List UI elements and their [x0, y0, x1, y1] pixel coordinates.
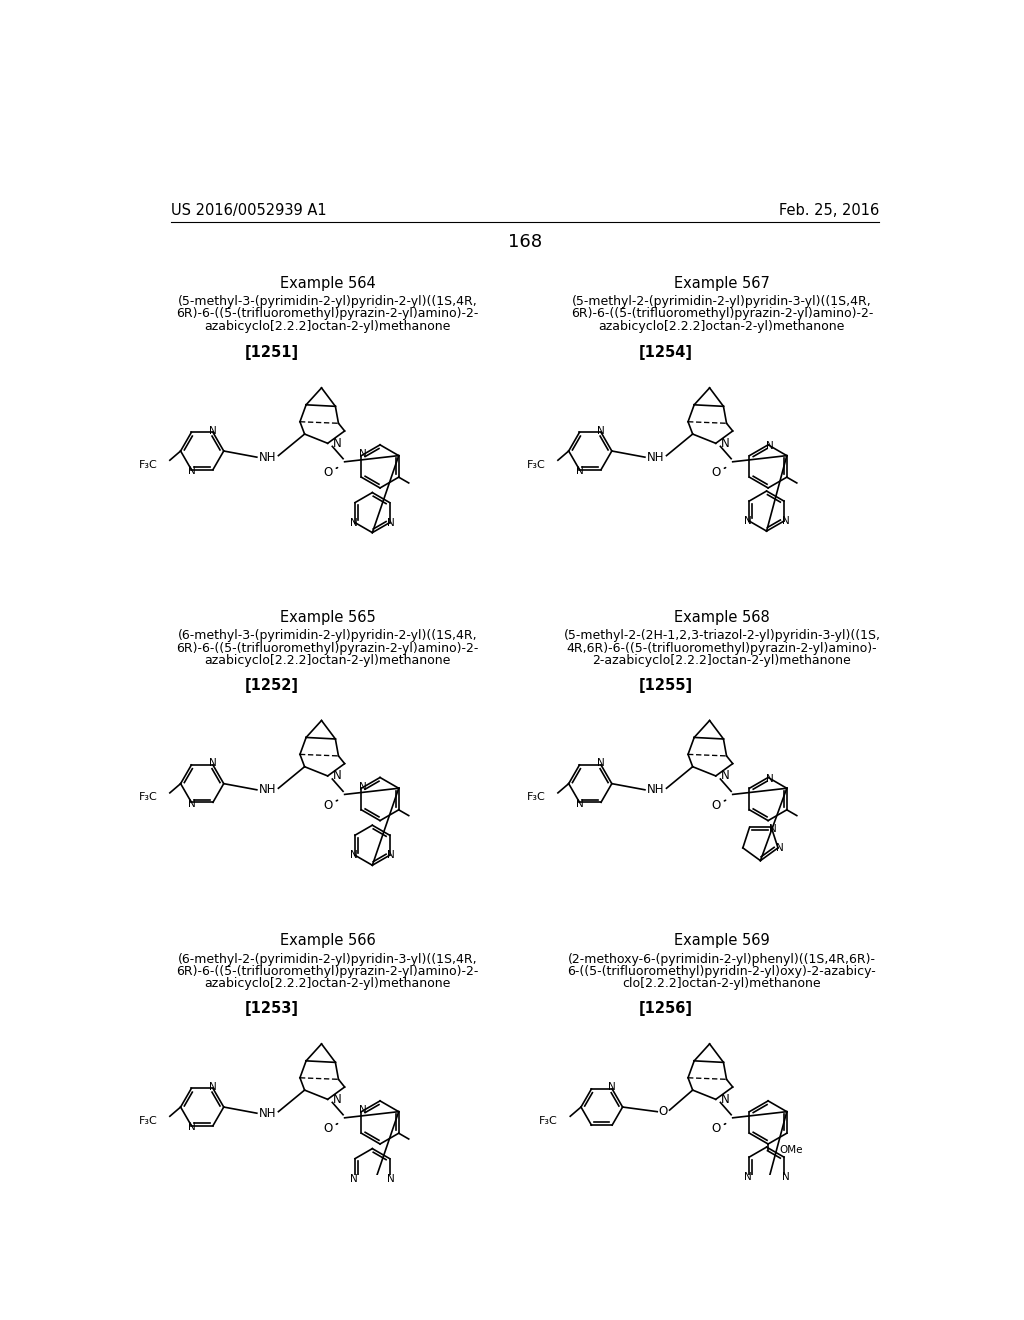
Text: O: O — [323, 799, 333, 812]
Text: N: N — [187, 466, 196, 477]
Text: [1256]: [1256] — [639, 1001, 693, 1016]
Text: NH: NH — [259, 450, 276, 463]
Text: N: N — [597, 426, 605, 436]
Text: Example 567: Example 567 — [674, 276, 770, 290]
Text: (6-methyl-2-(pyrimidin-2-yl)pyridin-3-yl)((1S,4R,: (6-methyl-2-(pyrimidin-2-yl)pyridin-3-yl… — [178, 953, 477, 966]
Text: azabicyclo[2.2.2]octan-2-yl)methanone: azabicyclo[2.2.2]octan-2-yl)methanone — [205, 319, 451, 333]
Text: O: O — [323, 466, 333, 479]
Text: Example 569: Example 569 — [674, 933, 770, 948]
Text: 6R)-6-((5-(trifluoromethyl)pyrazin-2-yl)amino)-2-: 6R)-6-((5-(trifluoromethyl)pyrazin-2-yl)… — [570, 308, 873, 321]
Text: N: N — [766, 774, 773, 784]
Text: US 2016/0052939 A1: US 2016/0052939 A1 — [171, 203, 327, 218]
Text: O: O — [323, 1122, 333, 1135]
Text: 6-((5-(trifluoromethyl)pyridin-2-yl)oxy)-2-azabicy-: 6-((5-(trifluoromethyl)pyridin-2-yl)oxy)… — [567, 965, 877, 978]
Text: F₃C: F₃C — [139, 459, 158, 470]
Text: N: N — [209, 759, 217, 768]
Text: N: N — [187, 1122, 196, 1133]
Text: N: N — [743, 516, 752, 527]
Text: [1253]: [1253] — [245, 1001, 299, 1016]
Text: NH: NH — [259, 783, 276, 796]
Text: N: N — [766, 441, 773, 451]
Text: N: N — [349, 850, 357, 861]
Text: (6-methyl-3-(pyrimidin-2-yl)pyridin-2-yl)((1S,4R,: (6-methyl-3-(pyrimidin-2-yl)pyridin-2-yl… — [178, 630, 477, 643]
Text: (5-methyl-2-(pyrimidin-2-yl)pyridin-3-yl)((1S,4R,: (5-methyl-2-(pyrimidin-2-yl)pyridin-3-yl… — [572, 296, 871, 308]
Text: N: N — [209, 1082, 217, 1092]
Text: N: N — [333, 770, 341, 783]
Text: azabicyclo[2.2.2]octan-2-yl)methanone: azabicyclo[2.2.2]octan-2-yl)methanone — [205, 977, 451, 990]
Text: N: N — [349, 517, 357, 528]
Text: (5-methyl-2-(2H-1,2,3-triazol-2-yl)pyridin-3-yl)((1S,: (5-methyl-2-(2H-1,2,3-triazol-2-yl)pyrid… — [563, 630, 881, 643]
Text: F₃C: F₃C — [540, 1115, 558, 1126]
Text: N: N — [387, 850, 395, 861]
Text: F₃C: F₃C — [139, 792, 158, 803]
Text: NH: NH — [259, 1106, 276, 1119]
Text: F₃C: F₃C — [139, 1115, 158, 1126]
Text: 168: 168 — [508, 232, 542, 251]
Text: N: N — [608, 1082, 616, 1093]
Text: O: O — [658, 1105, 668, 1118]
Text: N: N — [743, 1172, 752, 1183]
Text: Feb. 25, 2016: Feb. 25, 2016 — [778, 203, 879, 218]
Text: azabicyclo[2.2.2]octan-2-yl)methanone: azabicyclo[2.2.2]octan-2-yl)methanone — [599, 319, 845, 333]
Text: O: O — [711, 1122, 721, 1135]
Text: N: N — [333, 1093, 341, 1106]
Text: 6R)-6-((5-(trifluoromethyl)pyrazin-2-yl)amino)-2-: 6R)-6-((5-(trifluoromethyl)pyrazin-2-yl)… — [176, 642, 479, 655]
Text: N: N — [387, 517, 395, 528]
Text: N: N — [187, 799, 196, 809]
Text: Example 564: Example 564 — [280, 276, 376, 290]
Text: 6R)-6-((5-(trifluoromethyl)pyrazin-2-yl)amino)-2-: 6R)-6-((5-(trifluoromethyl)pyrazin-2-yl)… — [176, 965, 479, 978]
Text: NH: NH — [647, 783, 665, 796]
Text: N: N — [387, 1173, 395, 1184]
Text: N: N — [597, 759, 605, 768]
Text: azabicyclo[2.2.2]octan-2-yl)methanone: azabicyclo[2.2.2]octan-2-yl)methanone — [205, 653, 451, 667]
Text: N: N — [333, 437, 341, 450]
Text: N: N — [359, 781, 367, 792]
Text: N: N — [359, 1105, 367, 1115]
Text: N: N — [359, 449, 367, 459]
Text: N: N — [575, 799, 584, 809]
Text: N: N — [721, 437, 729, 450]
Text: N: N — [721, 770, 729, 783]
Text: O: O — [711, 799, 721, 812]
Text: NH: NH — [647, 450, 665, 463]
Text: N: N — [769, 824, 776, 834]
Text: (5-methyl-3-(pyrimidin-2-yl)pyridin-2-yl)((1S,4R,: (5-methyl-3-(pyrimidin-2-yl)pyridin-2-yl… — [178, 296, 477, 308]
Text: (2-methoxy-6-(pyrimidin-2-yl)phenyl)((1S,4R,6R)-: (2-methoxy-6-(pyrimidin-2-yl)phenyl)((1S… — [568, 953, 876, 966]
Text: N: N — [721, 1093, 729, 1106]
Text: [1252]: [1252] — [245, 677, 299, 693]
Text: OMe: OMe — [779, 1146, 803, 1155]
Text: [1251]: [1251] — [245, 345, 299, 360]
Text: 2-azabicyclo[2.2.2]octan-2-yl)methanone: 2-azabicyclo[2.2.2]octan-2-yl)methanone — [593, 653, 851, 667]
Text: N: N — [349, 1173, 357, 1184]
Text: N: N — [209, 426, 217, 436]
Text: F₃C: F₃C — [526, 792, 546, 803]
Text: N: N — [575, 466, 584, 477]
Text: N: N — [775, 843, 783, 853]
Text: clo[2.2.2]octan-2-yl)methanone: clo[2.2.2]octan-2-yl)methanone — [623, 977, 821, 990]
Text: N: N — [781, 516, 790, 527]
Text: Example 565: Example 565 — [280, 610, 376, 624]
Text: 4R,6R)-6-((5-(trifluoromethyl)pyrazin-2-yl)amino)-: 4R,6R)-6-((5-(trifluoromethyl)pyrazin-2-… — [566, 642, 878, 655]
Text: N: N — [781, 1172, 790, 1183]
Text: Example 566: Example 566 — [280, 933, 376, 948]
Text: O: O — [711, 466, 721, 479]
Text: [1254]: [1254] — [639, 345, 693, 360]
Text: Example 568: Example 568 — [674, 610, 770, 624]
Text: 6R)-6-((5-(trifluoromethyl)pyrazin-2-yl)amino)-2-: 6R)-6-((5-(trifluoromethyl)pyrazin-2-yl)… — [176, 308, 479, 321]
Text: [1255]: [1255] — [639, 677, 693, 693]
Text: F₃C: F₃C — [526, 459, 546, 470]
